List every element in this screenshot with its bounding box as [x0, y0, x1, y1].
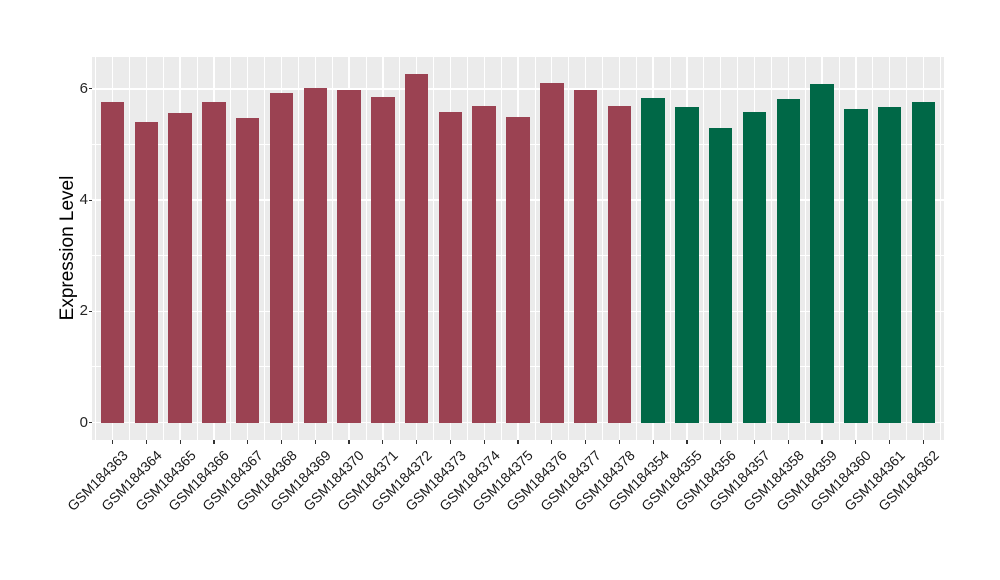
gridline-minor-vertical [433, 57, 434, 440]
bar-GSM184359 [810, 83, 834, 423]
x-tick-mark [517, 440, 519, 444]
bar-GSM184367 [235, 117, 260, 423]
x-tick-mark [382, 440, 384, 444]
gridline-minor-vertical [872, 57, 874, 440]
x-tick-mark [922, 440, 924, 444]
y-tick-mark [89, 88, 92, 90]
gridline-minor-vertical [939, 57, 941, 440]
bar-GSM184361 [877, 106, 902, 423]
x-tick-mark [112, 440, 114, 444]
gridline-minor-vertical [737, 57, 738, 440]
y-tick-mark [89, 310, 92, 312]
x-tick-mark [348, 440, 350, 444]
bar-GSM184356 [708, 128, 733, 423]
x-tick-mark [449, 440, 452, 444]
gridline-minor-vertical [838, 57, 840, 440]
x-tick-mark [280, 440, 283, 444]
x-tick-mark [551, 440, 553, 444]
bar-GSM184372 [404, 73, 429, 423]
gridline-minor-vertical [399, 57, 401, 440]
x-tick-mark [314, 440, 316, 444]
gridline-minor-vertical [162, 57, 164, 440]
bar-GSM184354 [641, 98, 665, 423]
x-tick-mark [787, 440, 789, 444]
bar-GSM184355 [675, 107, 699, 423]
y-tick-mark [89, 422, 92, 424]
gridline-minor-vertical [568, 57, 569, 440]
gridline-minor-vertical [196, 57, 198, 440]
y-tick-label: 2 [79, 302, 88, 320]
y-tick-label: 4 [79, 191, 88, 209]
bar-GSM184371 [371, 96, 395, 423]
x-tick-mark [821, 440, 823, 444]
x-tick-mark [483, 440, 485, 444]
y-tick-label: 0 [79, 413, 88, 431]
x-tick-mark [720, 440, 722, 444]
x-tick-mark [618, 440, 620, 444]
bar-GSM184369 [303, 88, 328, 423]
x-tick-mark [416, 440, 418, 444]
gridline-minor-vertical [129, 57, 130, 440]
x-tick-mark [179, 440, 181, 444]
bar-GSM184370 [337, 89, 361, 423]
x-tick-mark [753, 440, 756, 444]
bar-GSM184365 [168, 113, 192, 423]
gridline-minor-vertical [264, 57, 265, 440]
gridline-minor-vertical [771, 57, 772, 440]
bar-GSM184366 [202, 101, 226, 423]
gridline-minor-vertical [466, 57, 468, 440]
bar-GSM184363 [100, 102, 125, 423]
x-tick-mark [247, 440, 249, 444]
bar-GSM184360 [844, 109, 868, 423]
bar-GSM184376 [540, 83, 564, 423]
gridline-minor-vertical [804, 57, 806, 440]
bar-GSM184374 [472, 106, 496, 423]
bar-GSM184373 [438, 112, 463, 423]
gridline-minor-vertical [669, 57, 671, 440]
x-tick-mark [145, 440, 147, 444]
gridline-minor-vertical [298, 57, 299, 440]
gridline-minor-vertical [500, 57, 502, 440]
gridline-minor-vertical [703, 57, 705, 440]
bar-GSM184362 [911, 102, 936, 423]
bar-GSM184375 [506, 117, 530, 423]
gridline-minor-vertical [602, 57, 603, 440]
bar-GSM184378 [607, 105, 632, 423]
x-tick-mark [584, 440, 587, 444]
x-tick-mark [686, 440, 688, 444]
gridline-minor-vertical [534, 57, 536, 440]
bar-GSM184368 [269, 93, 294, 423]
gridline-minor-vertical [230, 57, 232, 440]
bar-GSM184358 [776, 98, 801, 423]
x-tick-mark [889, 440, 891, 444]
gridline-minor-vertical [906, 57, 907, 440]
gridline-minor-vertical [635, 57, 637, 440]
y-tick-mark [89, 199, 92, 201]
gridline-minor-vertical [95, 57, 97, 440]
gridline-minor-vertical [331, 57, 333, 440]
x-tick-mark [213, 440, 215, 444]
bar-GSM184364 [134, 122, 159, 423]
plot-panel [92, 57, 944, 440]
gridline-minor-vertical [365, 57, 367, 440]
y-tick-label: 6 [79, 79, 88, 97]
bar-GSM184357 [742, 111, 767, 423]
bar-GSM184377 [573, 90, 598, 423]
x-tick-mark [652, 440, 654, 444]
x-tick-mark [855, 440, 857, 444]
